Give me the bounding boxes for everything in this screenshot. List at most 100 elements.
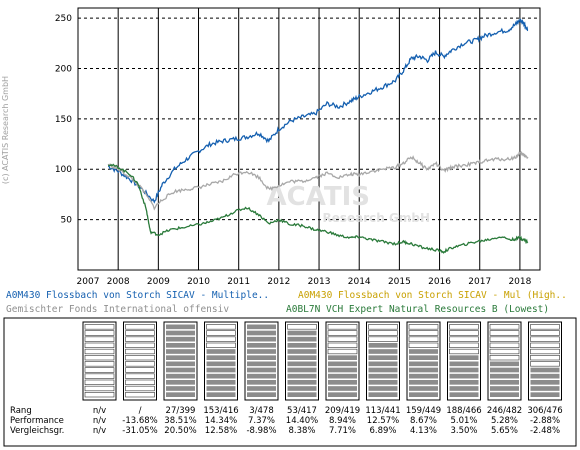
rank-segment xyxy=(247,336,276,342)
rank-segment xyxy=(287,349,317,354)
rank-segment xyxy=(368,386,398,391)
rank-segment xyxy=(327,324,358,330)
period-vgl: 6.89% xyxy=(369,426,396,436)
rank-segment xyxy=(287,380,317,385)
rank-segment xyxy=(287,355,317,360)
period-vgl: 12.58% xyxy=(205,426,237,436)
period-perf: n/v xyxy=(93,416,106,426)
rank-segment xyxy=(125,379,155,385)
performance-table: n/vn/vn/v/-13.68%-31.05%27/39938.51%20.5… xyxy=(3,317,577,447)
rank-segment xyxy=(247,392,276,397)
rank-segment xyxy=(206,367,236,373)
rank-segment xyxy=(84,342,115,348)
rank-segment xyxy=(287,373,317,379)
period-perf: 14.40% xyxy=(286,416,318,426)
rank-segment xyxy=(408,342,439,348)
y-tick-label: 250 xyxy=(55,14,72,24)
rank-segment xyxy=(247,361,276,367)
rank-segment xyxy=(530,355,560,361)
rank-segment xyxy=(408,324,439,330)
rank-segment xyxy=(490,386,519,391)
period-vgl: 3.50% xyxy=(450,426,477,436)
rank-segment xyxy=(247,386,276,391)
rank-segment xyxy=(408,330,439,336)
rank-segment xyxy=(530,373,560,379)
rank-segment xyxy=(125,342,155,348)
rank-segment xyxy=(287,330,317,336)
rank-segment xyxy=(125,392,155,398)
rank-segment xyxy=(84,330,115,336)
period-rang: 113/441 xyxy=(365,406,400,416)
rank-segment xyxy=(166,349,195,354)
period-perf: 5.01% xyxy=(450,416,477,426)
rank-segment xyxy=(530,361,560,367)
rank-segment xyxy=(247,349,276,354)
rank-segment xyxy=(166,380,195,385)
rank-segment xyxy=(206,349,236,354)
rank-segment xyxy=(449,324,479,330)
rank-segment xyxy=(166,392,195,397)
rank-segment xyxy=(449,355,479,360)
rank-segment xyxy=(125,385,155,392)
rank-segment xyxy=(368,343,398,348)
logo-sub-text: Research GmbH xyxy=(323,211,431,225)
rank-segment xyxy=(368,324,398,330)
period-vgl: 4.13% xyxy=(410,426,437,436)
rank-segment xyxy=(530,380,560,385)
period-perf: 14.34% xyxy=(205,416,237,426)
rank-segment xyxy=(328,361,357,367)
period-rang: 188/466 xyxy=(446,406,481,416)
period-perf: 38.51% xyxy=(164,416,196,426)
rank-segment xyxy=(206,373,236,379)
rank-segment xyxy=(368,336,398,342)
rank-segment xyxy=(409,367,438,373)
period-rang: 209/419 xyxy=(325,406,360,416)
rank-segment xyxy=(530,342,560,348)
rank-segment xyxy=(206,380,236,385)
rank-segment xyxy=(328,380,357,385)
row-label: Rang xyxy=(10,406,32,416)
period-rang: / xyxy=(139,406,142,416)
x-tick-label: 2012 xyxy=(267,277,290,287)
period-vgl: -8.98% xyxy=(246,426,276,436)
rank-segment xyxy=(490,361,519,367)
x-tick-label: 2011 xyxy=(227,277,250,287)
rank-segment xyxy=(287,361,317,367)
rank-segment xyxy=(409,361,438,367)
rank-segment xyxy=(368,367,398,373)
period-vgl: 7.71% xyxy=(329,426,356,436)
rank-segment xyxy=(328,367,357,373)
rank-segment xyxy=(368,373,398,379)
series-line-blue xyxy=(108,18,529,204)
rank-segment xyxy=(530,367,560,373)
period-vgl: n/v xyxy=(93,426,106,436)
rank-segment xyxy=(409,349,438,354)
rank-segment xyxy=(368,355,398,360)
rank-segment xyxy=(287,336,317,342)
row-label: Performance xyxy=(10,416,64,426)
rank-segment xyxy=(409,373,438,379)
rank-segment xyxy=(489,330,520,336)
rank-segment xyxy=(449,336,479,342)
period-perf: -2.88% xyxy=(530,416,560,426)
rank-segment xyxy=(247,367,276,373)
period-rang: 53/417 xyxy=(287,406,317,416)
rank-segment xyxy=(409,386,438,391)
x-tick-label: 2018 xyxy=(508,277,531,287)
x-tick-label: 2016 xyxy=(428,277,451,287)
legend-gold: A0M430 Flossbach von Storch SICAV - Mul … xyxy=(298,290,567,301)
series-line-green xyxy=(108,163,529,254)
legend-green: A0BL7N VCH Expert Natural Resources B (L… xyxy=(286,304,550,315)
rank-segment xyxy=(530,386,560,391)
y-tick-label: 100 xyxy=(55,165,72,175)
rank-segment xyxy=(206,336,236,342)
rank-segment xyxy=(247,380,276,385)
rank-segment xyxy=(489,342,520,348)
period-vgl: -2.48% xyxy=(530,426,560,436)
rank-segment xyxy=(84,379,115,385)
x-tick-label: 2007 xyxy=(77,277,100,287)
rank-segment xyxy=(287,343,317,348)
rank-segment xyxy=(327,348,358,355)
period-rang: 159/449 xyxy=(406,406,441,416)
